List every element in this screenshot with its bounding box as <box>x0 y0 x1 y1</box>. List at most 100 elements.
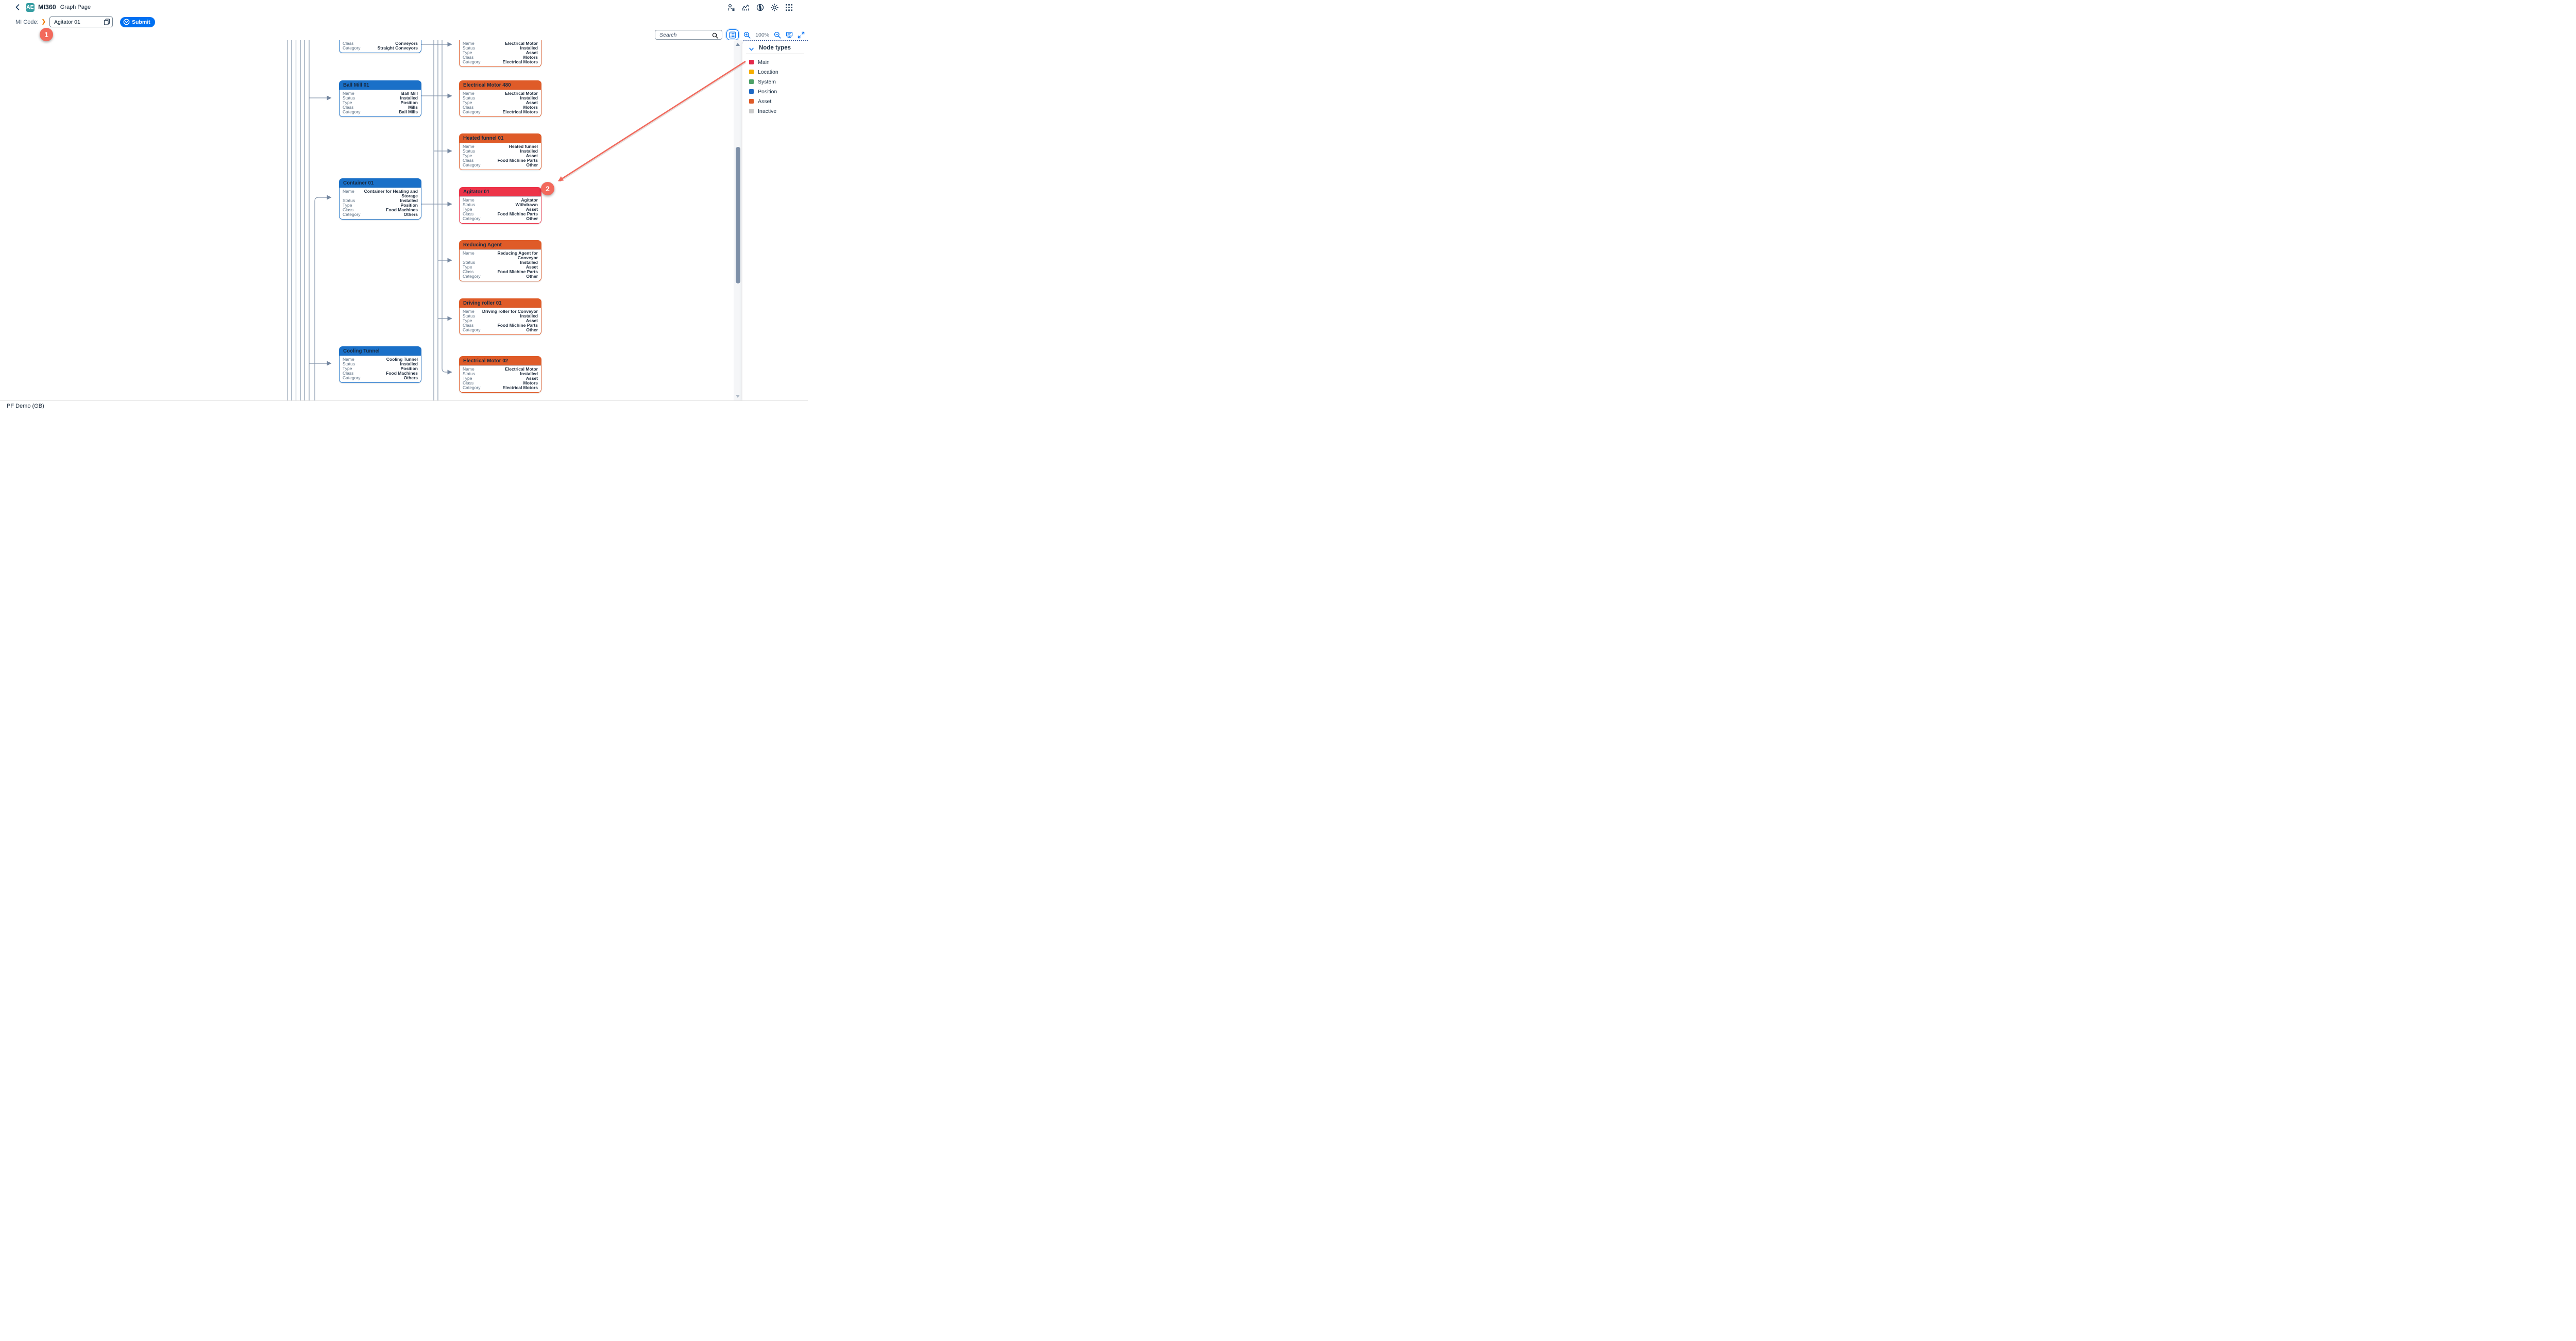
field-label: Category <box>463 162 481 167</box>
legend-label: Position <box>758 88 777 95</box>
globe-icon[interactable] <box>756 3 765 12</box>
node-card-conveyors[interactable]: Class Conveyors Category Straight Conveyors <box>339 40 421 53</box>
node-types-title: Node types <box>759 45 791 51</box>
page-title: Graph Page <box>60 4 91 10</box>
app-grid-icon[interactable] <box>785 3 793 12</box>
search-icon[interactable] <box>712 32 718 39</box>
field-label: Name <box>343 357 354 362</box>
node-field-category: Category Electrical Motors <box>463 385 538 390</box>
scroll-up-arrow-icon[interactable] <box>736 43 740 46</box>
node-field-name: Name Ball Mill <box>343 91 418 96</box>
fullscreen-button[interactable] <box>798 31 805 39</box>
node-card-title: Ball Mill 01 <box>340 81 421 90</box>
field-value: Asset <box>526 50 538 55</box>
node-card-electrical-motor-02[interactable]: Electrical Motor 02 Name Electrical Motor S… <box>459 356 541 393</box>
field-label: Category <box>463 109 481 114</box>
field-value: Food Machines <box>386 207 418 212</box>
submit-button[interactable]: Submit <box>120 16 155 27</box>
zoom-in-button[interactable] <box>743 31 751 39</box>
field-label: Name <box>343 91 354 96</box>
legend-items: Main Location System Position Asset Inactive <box>742 57 808 116</box>
mi360-graph-page: AE MI360 Graph Page MI Code: ❯ <box>0 0 808 411</box>
fit-to-screen-button[interactable] <box>786 31 793 39</box>
scrollbar-thumb[interactable] <box>736 147 740 283</box>
legend-chip-main <box>749 60 754 64</box>
field-value: Asset <box>526 264 538 270</box>
mi-code-label: MI Code: <box>15 19 39 25</box>
theme-icon[interactable] <box>770 3 779 12</box>
field-value: Reducing Agent for Conveyor <box>497 250 538 260</box>
node-field-type: Type Asset <box>463 154 538 158</box>
field-label: Category <box>343 45 361 51</box>
field-label: Category <box>343 212 361 217</box>
graph-scrollbar[interactable] <box>734 40 742 401</box>
node-field-class: Class Motors <box>463 55 538 60</box>
field-label: Status <box>343 95 355 100</box>
node-field-class: Class Motors <box>463 381 538 385</box>
node-card-cooling-tunnel[interactable]: Cooling Tunnel Name Cooling Tunnel Status In… <box>339 346 421 383</box>
node-card-ball-mill-01[interactable]: Ball Mill 01 Name Ball Mill Status Installed… <box>339 80 421 117</box>
legend-item-system[interactable]: System <box>742 77 808 87</box>
legend-label: Main <box>758 59 770 65</box>
node-card-agitator-01[interactable]: Agitator 01 Name Agitator Status Withdrawn Ty… <box>459 187 541 224</box>
legend-item-position[interactable]: Position <box>742 87 808 96</box>
legend-label: Inactive <box>758 108 777 114</box>
field-label: Name <box>463 250 474 256</box>
field-label: Name <box>343 189 354 194</box>
shell-header: AE MI360 Graph Page <box>0 0 808 15</box>
field-value: Installed <box>520 260 538 265</box>
field-value: Installed <box>400 361 418 366</box>
annotation-badge-2: 2 <box>541 182 554 195</box>
node-card-driving-roller-01[interactable]: Driving roller 01 Name Driving roller for … <box>459 298 541 335</box>
node-card-body: Name Container for Heating and Storage Sta… <box>340 188 421 219</box>
app-logo: AE <box>26 3 35 12</box>
node-field-type: Type Asset <box>463 100 538 105</box>
legend-item-location[interactable]: Location <box>742 67 808 77</box>
field-label: Type <box>463 376 472 381</box>
node-card-container-01[interactable]: Container 01 Name Container for Heating an… <box>339 178 421 220</box>
field-value: Asset <box>526 153 538 158</box>
user-settings-icon[interactable] <box>727 3 736 12</box>
field-label: Type <box>463 318 472 323</box>
analytics-icon[interactable] <box>741 3 750 12</box>
legend-item-main[interactable]: Main <box>742 57 808 67</box>
legend-item-inactive[interactable]: Inactive <box>742 106 808 116</box>
field-label: Category <box>463 274 481 279</box>
field-label: Status <box>343 361 355 366</box>
node-field-status: Status Installed <box>463 46 538 51</box>
field-value: Asset <box>526 100 538 105</box>
legend-item-asset[interactable]: Asset <box>742 96 808 106</box>
node-card-electrical-motor-top[interactable]: Name Electrical Motor Status Installed Type A… <box>459 40 541 67</box>
mi-code-input-wrap <box>49 16 113 27</box>
node-types-header: Node types <box>742 41 808 54</box>
legend-toggle-button[interactable] <box>726 29 739 40</box>
node-field-class: Class Food Michine Parts <box>463 270 538 274</box>
legend-chip-inactive <box>749 109 754 113</box>
field-label: Status <box>463 371 476 376</box>
node-card-title: Electrical Motor 02 <box>460 357 541 366</box>
back-button[interactable] <box>15 4 20 10</box>
node-card-title: Container 01 <box>340 179 421 188</box>
node-card-reducing-agent[interactable]: Reducing Agent Name Reducing Agent for Con… <box>459 240 541 281</box>
node-card-electrical-motor-480[interactable]: Electrical Motor 480 Name Electrical Motor… <box>459 80 541 117</box>
legend-chip-location <box>749 70 754 74</box>
node-field-name: Name Electrical Motor <box>463 91 538 96</box>
field-label: Type <box>463 207 472 212</box>
node-field-class: Class Food Michine Parts <box>463 158 538 163</box>
field-value: Motors <box>523 55 538 60</box>
field-value: Heated funnel <box>509 144 538 149</box>
node-card-body: Name Driving roller for Conveyor Status Ins… <box>460 308 541 334</box>
node-card-heated-funnel-01[interactable]: Heated funnel 01 Name Heated funnel Status I… <box>459 133 541 170</box>
scroll-down-arrow-icon[interactable] <box>736 395 740 398</box>
zoom-out-button[interactable] <box>774 31 781 39</box>
node-field-status: Status Installed <box>463 314 538 319</box>
field-label: Name <box>463 197 474 203</box>
chevron-down-icon[interactable] <box>749 45 754 51</box>
legend-label: Asset <box>758 98 772 105</box>
graph-canvas[interactable]: Class Conveyors Category Straight Conveyors… <box>0 40 742 401</box>
copy-icon[interactable] <box>104 19 110 25</box>
mi-code-input[interactable] <box>53 18 103 26</box>
node-field-class: Class Motors <box>463 105 538 110</box>
search-input[interactable] <box>658 31 713 39</box>
field-label: Status <box>463 260 476 265</box>
